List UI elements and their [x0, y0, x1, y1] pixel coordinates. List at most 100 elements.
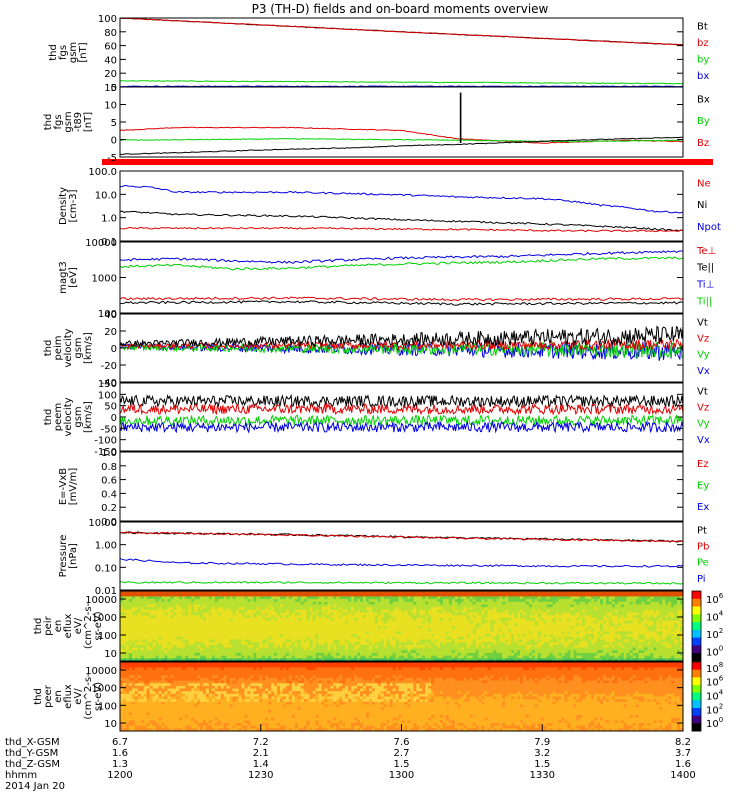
- legend-bt: Bt: [697, 22, 708, 33]
- quality-bar-extension: [683, 159, 713, 165]
- legend-vt: Vt: [697, 386, 708, 397]
- legend-pt: Pt: [697, 525, 707, 536]
- y-tick-label: -100: [94, 436, 117, 447]
- spectrogram: [120, 591, 684, 662]
- y-tick-label: 0.0: [101, 517, 117, 528]
- legend-vz: Vz: [697, 334, 709, 345]
- colorbar-segment: [692, 606, 701, 615]
- series-te-line: [119, 296, 684, 302]
- y-tick-label: 1.0: [101, 448, 117, 459]
- legend-vt: Vt: [697, 317, 708, 328]
- y-axis-label-line: thd: [43, 409, 54, 426]
- y-tick-label: 0.4: [101, 489, 117, 500]
- y-tick-label: 0.8: [101, 462, 117, 473]
- xaxis-value: 1.3: [112, 759, 128, 770]
- y-tick-label: 0: [111, 413, 117, 424]
- y-tick-label: 100: [98, 631, 117, 642]
- y-tick-label: 0: [111, 83, 117, 94]
- y-axis-label-line: [eV]: [68, 267, 79, 288]
- quality-bar-extension: [102, 159, 120, 165]
- panel-7: 1.0 0.8 0.6 0.4 0.2 0.0 E=-VxB [mV/m] Ez Ey Ex: [58, 448, 709, 528]
- y-axis-label: magt3 [eV]: [58, 261, 79, 294]
- legend-vz: Vz: [697, 403, 709, 414]
- xaxis-value: 1.6: [675, 759, 691, 770]
- xaxis-value: 1.5: [394, 759, 410, 770]
- y-axis-label-line: peer: [43, 684, 54, 708]
- colorbar-segment: [692, 653, 701, 662]
- legend-ti: Ti||: [696, 297, 712, 308]
- y-axis-label: thd peir en eflux eV/(cm^2-s-sr-eV): [33, 602, 104, 649]
- legend-bx: Bx: [697, 94, 710, 105]
- y-axis-label-line: peir: [43, 615, 54, 635]
- y-axis-label-line: [nPa]: [68, 543, 79, 569]
- panel-4: 10000 1000 100 magt3 [eV] Te⊥ Te|| Ti⊥ Ti||: [58, 238, 716, 320]
- y-tick-label: 0.01: [95, 586, 117, 597]
- y-tick-label: -50: [101, 424, 117, 435]
- y-axis-label-line: thd: [33, 688, 44, 705]
- xaxis-value: 2.7: [394, 748, 410, 759]
- legend-vy: Vy: [697, 350, 710, 361]
- series-te-line: [119, 300, 684, 306]
- y-axis-label-line: eflux: [63, 684, 74, 709]
- colorbar-segment: [692, 662, 701, 671]
- y-tick-label: 20: [104, 327, 117, 338]
- y-tick-label: 10000: [85, 238, 117, 249]
- series-ti-line: [119, 256, 684, 271]
- y-axis-label-line: sr-eV): [93, 682, 104, 711]
- colorbar-segment: [692, 700, 701, 709]
- panel-8: 10.00 1.00 0.10 0.01 Pressure [nPa] Pt Pb Pe Pi: [58, 518, 709, 597]
- y-tick-label: 10000: [85, 595, 117, 606]
- series-vz-line: [119, 337, 684, 352]
- panel-frame: [119, 170, 684, 242]
- xaxis-value: 1200: [107, 770, 132, 781]
- spectrogram: [120, 662, 684, 732]
- legend-ez: Ez: [697, 459, 709, 470]
- legend-pb: Pb: [697, 542, 709, 553]
- y-axis-label-line: (cm^2-s-: [83, 673, 94, 720]
- y-tick-label: 1000: [92, 274, 117, 285]
- legend-vy: Vy: [697, 419, 710, 430]
- y-tick-label: 15: [104, 83, 117, 94]
- series-by-line: [120, 138, 684, 143]
- legend-vx: Vx: [697, 435, 710, 446]
- y-axis-label-line: fgs: [58, 45, 69, 60]
- y-tick-label: 10: [104, 101, 117, 112]
- legend-bz: Bz: [697, 138, 709, 149]
- series-by-line: [119, 80, 684, 85]
- y-axis-label-line: gsm: [63, 111, 74, 132]
- quality-bar: [120, 159, 683, 165]
- colorbar-segment: [692, 614, 701, 623]
- y-tick-label: 10.0: [95, 190, 117, 201]
- y-axis-label-line: gsm: [73, 406, 84, 427]
- xaxis-date: 2014 Jan 20: [5, 781, 65, 792]
- y-tick-label: 80: [104, 28, 117, 39]
- xaxis-value: 7.2: [253, 737, 269, 748]
- colorbar-frame: [691, 661, 702, 732]
- series-ni-line: [119, 210, 684, 232]
- y-axis-label: Density [cm-3]: [58, 187, 79, 225]
- colorbar-segment: [692, 677, 701, 686]
- legend-pe: Pe: [697, 558, 709, 569]
- y-tick-label: 100: [98, 390, 117, 401]
- y-axis-label-line: peim: [53, 335, 64, 360]
- panel-2: 15 10 5 0 -5 thd fgs gsm -t89 [nT] Bx By Bz: [43, 83, 713, 165]
- xaxis-value: 1230: [248, 770, 273, 781]
- legend-ey: Ey: [697, 481, 709, 492]
- colorbar-segment: [692, 645, 701, 654]
- series-pe-line: [119, 581, 684, 585]
- xaxis-value: 3.7: [675, 748, 691, 759]
- y-tick-label: 0: [111, 136, 117, 147]
- y-axis-label-line: [mV/m]: [68, 468, 79, 506]
- series-ti-line: [119, 250, 683, 264]
- xaxis-value: 7.6: [394, 737, 410, 748]
- y-axis-label-line: gsm: [68, 42, 79, 63]
- y-tick-label: -150: [94, 447, 117, 458]
- series-vy-line: [119, 340, 684, 359]
- y-axis-label-line: thd: [48, 44, 59, 61]
- y-axis-label-line: [km/s]: [83, 401, 94, 433]
- y-tick-label: 0.10: [95, 563, 117, 574]
- y-tick-label: 100.0: [88, 167, 117, 178]
- series-vt-line: [119, 325, 684, 348]
